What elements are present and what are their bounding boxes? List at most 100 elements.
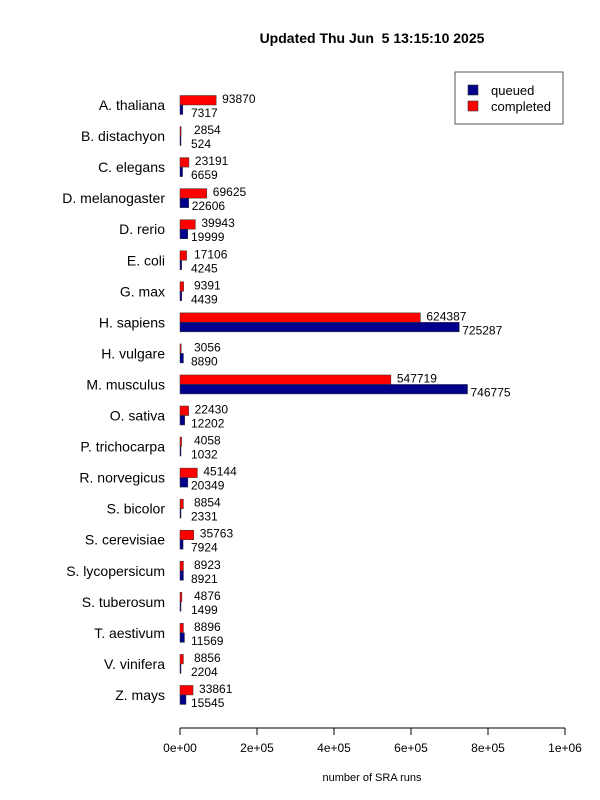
data-label-completed: 8854 (194, 496, 221, 510)
category-label-t-aestivum: T. aestivum (94, 625, 165, 641)
bar-queued (179, 353, 184, 364)
bar-queued (179, 570, 184, 581)
data-label-queued: 8921 (191, 572, 218, 586)
category-label-b-distachyon: B. distachyon (81, 128, 165, 144)
bar-queued (179, 477, 189, 488)
category-label-r-norvegicus: R. norvegicus (79, 470, 165, 486)
x-tick-label: 8e+05 (471, 741, 505, 755)
category-label-s-cerevisiae: S. cerevisiae (85, 532, 165, 548)
legend-label-completed: completed (491, 99, 551, 114)
bar-queued (179, 508, 182, 519)
bar-completed (179, 654, 184, 665)
data-label-queued: 7924 (191, 541, 218, 555)
bar-queued (179, 694, 187, 705)
data-label-queued: 2331 (191, 510, 218, 524)
x-axis: 0e+00 2e+05 4e+05 6e+05 8e+05 1e+06 (163, 727, 582, 755)
data-label-completed: 8856 (194, 651, 221, 665)
x-axis-label: number of SRA runs (322, 772, 422, 784)
data-label-completed: 4876 (194, 589, 221, 603)
data-label-completed: 4058 (194, 434, 221, 448)
bar-queued (179, 135, 182, 146)
bar-completed (179, 188, 208, 199)
data-label-completed: 35763 (200, 527, 234, 541)
data-label-queued: 4245 (191, 261, 218, 275)
category-label-h-vulgare: H. vulgare (101, 345, 165, 361)
category-label-p-trichocarpa: P. trichocarpa (80, 439, 165, 455)
data-label-queued: 2204 (191, 665, 218, 679)
data-label-completed: 3056 (194, 340, 221, 354)
bar-completed (179, 436, 182, 447)
bar-completed (179, 685, 194, 696)
bar-queued (179, 446, 182, 457)
x-tick-label: 1e+06 (548, 741, 582, 755)
bar-queued (179, 104, 184, 115)
data-label-queued: 7317 (191, 106, 218, 120)
bar-completed (179, 157, 190, 168)
legend-box (454, 71, 564, 125)
data-label-completed: 45144 (203, 465, 237, 479)
x-tick-label: 6e+05 (394, 741, 428, 755)
data-label-completed: 33861 (199, 682, 233, 696)
category-label-g-max: G. max (120, 283, 165, 299)
x-tick-label: 0e+00 (163, 741, 197, 755)
bar-completed (179, 592, 183, 603)
data-label-queued: 4439 (191, 292, 218, 306)
legend-swatch-completed (467, 100, 479, 112)
category-label-d-melanogaster: D. melanogaster (62, 190, 165, 206)
category-label-c-elegans: C. elegans (98, 159, 165, 175)
bar-queued (179, 539, 184, 550)
bar-completed (179, 281, 184, 292)
data-label-queued: 524 (191, 137, 211, 151)
bar-completed (179, 126, 182, 137)
data-label-queued: 19999 (191, 230, 225, 244)
data-label-queued: 1032 (191, 448, 218, 462)
bar-queued (179, 260, 182, 270)
legend-swatch-queued (467, 84, 479, 96)
data-label-completed: 8896 (194, 620, 221, 634)
bar-completed (179, 95, 217, 106)
data-label-completed: 2854 (194, 123, 221, 137)
bar-completed (179, 498, 184, 509)
data-label-completed: 22430 (195, 403, 229, 417)
data-label-queued: 1499 (191, 603, 218, 617)
data-label-completed: 624387 (426, 309, 466, 323)
category-label-z-mays: Z. mays (115, 687, 165, 703)
bar-queued (179, 632, 185, 643)
data-label-completed: 9391 (194, 278, 221, 292)
bar-queued (179, 601, 182, 612)
data-label-queued: 8890 (191, 354, 218, 368)
data-label-completed: 39943 (201, 216, 235, 230)
bar-completed (179, 374, 392, 385)
category-label-s-lycopersicum: S. lycopersicum (66, 563, 165, 579)
data-label-completed: 23191 (195, 154, 229, 168)
bar-completed (179, 623, 184, 634)
data-label-queued: 746775 (471, 385, 511, 399)
category-label-m-musculus: M. musculus (86, 376, 165, 392)
bar-queued (179, 228, 188, 239)
category-label-s-tuberosum: S. tuberosum (82, 594, 165, 610)
bar-queued (179, 322, 460, 333)
data-label-queued: 12202 (191, 417, 225, 431)
bar-completed (179, 312, 421, 323)
bar-completed (179, 250, 187, 261)
category-label-o-sativa: O. sativa (110, 408, 165, 424)
bar-completed (179, 219, 196, 230)
bar-queued (179, 166, 183, 177)
data-label-queued: 22606 (192, 199, 226, 213)
bar-queued (179, 415, 185, 426)
bar-completed (179, 529, 195, 540)
data-label-queued: 725287 (462, 323, 502, 337)
data-label-queued: 6659 (191, 168, 218, 182)
x-tick-label: 2e+05 (240, 741, 274, 755)
data-label-completed: 8923 (194, 558, 221, 572)
legend: queued completed (454, 71, 564, 125)
bar-completed (179, 561, 184, 571)
category-label-s-bicolor: S. bicolor (107, 501, 166, 517)
data-label-queued: 15545 (191, 696, 225, 710)
data-label-completed: 17106 (194, 247, 228, 261)
chart-title: Updated Thu Jun 5 13:15:10 2025 (260, 30, 485, 46)
category-label-v-vinifera: V. vinifera (104, 656, 165, 672)
bar-completed (179, 405, 189, 416)
data-label-completed: 547719 (397, 371, 437, 385)
